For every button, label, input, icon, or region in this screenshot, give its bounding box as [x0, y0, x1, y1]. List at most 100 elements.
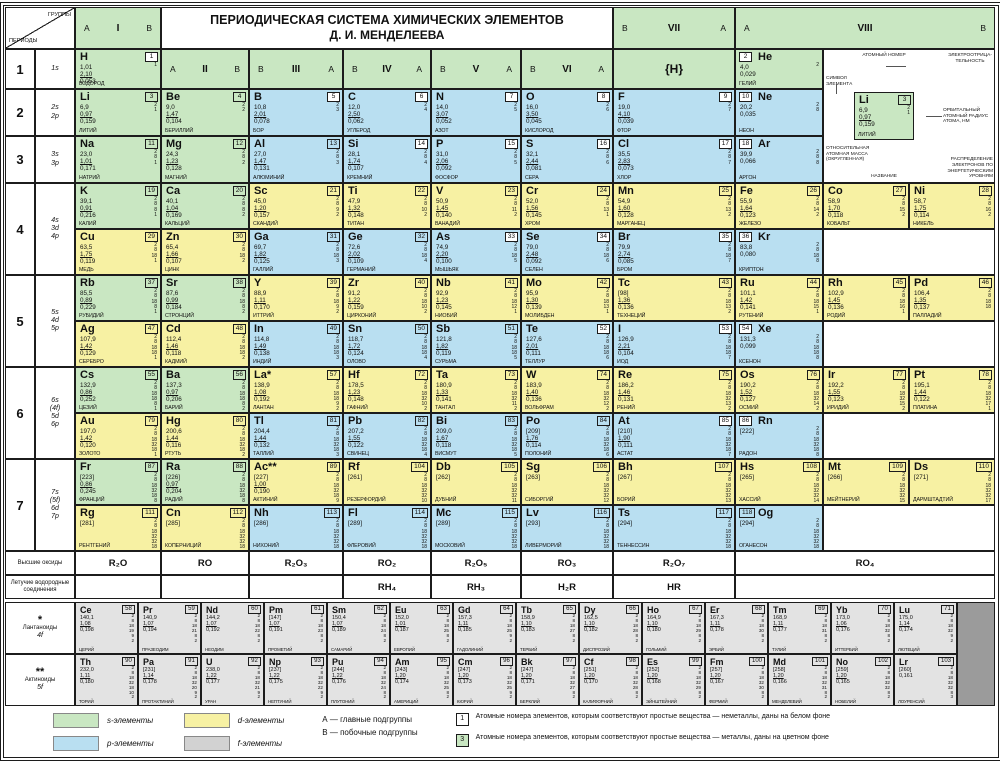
atomic-mass: 27,0	[254, 151, 267, 158]
element-Cf: Cf 98 [251] 1,20 0,170 2 8 18 32 28 8 2 КАЛИФОРНИЙ	[579, 654, 642, 706]
element-symbol: Os	[740, 369, 755, 381]
element-symbol: Br	[618, 231, 631, 243]
atomic-mass: 54,9	[618, 198, 631, 205]
atomic-mass: 88,9	[254, 290, 267, 297]
electronegativity: 1,00	[254, 481, 267, 489]
element-symbol: Eu	[395, 605, 407, 615]
element-Ta: Ta 73 180,9 1,33 0,141 2 8 18 32 11 2 ТАНТАЛ	[431, 367, 521, 413]
atomic-number: 85	[718, 416, 732, 426]
group-header-IV: В IV А	[343, 49, 431, 89]
atomic-mass: 137,3	[166, 382, 182, 389]
electron-shells: 28183232181	[151, 518, 157, 551]
element-values: 45,0 1,20 0,157	[254, 198, 270, 220]
element-symbol: Fe	[740, 185, 753, 197]
electron-shells: 28183232182	[239, 518, 245, 551]
higher-oxides-label: Высшие оксиды	[5, 551, 75, 575]
electronegativity: 1,46	[166, 343, 179, 351]
electron-shells: 2 8 18 15 1	[813, 288, 819, 316]
element-symbol: Ds	[914, 461, 929, 473]
element-symbol: Mg	[166, 138, 182, 150]
atomic-mass: [259]	[836, 667, 849, 673]
atomic-mass: 92,9	[436, 290, 449, 297]
subgroup-letter: А	[720, 23, 726, 33]
electron-shells: 28183232152	[899, 472, 905, 505]
electronegativity: 1,36	[618, 297, 631, 305]
orbital-radius: 0,131	[254, 165, 270, 173]
element-symbol: Ni	[914, 185, 925, 197]
element-name: КСЕНОН	[739, 359, 761, 365]
electron-shells: 2 8 18 21 8 2	[191, 613, 197, 643]
atomic-number: 63	[437, 605, 450, 614]
electronegativity: 1,22	[332, 673, 343, 680]
period-orbitals-2: 2s 2p	[35, 89, 75, 136]
element-name: ИНДИЙ	[253, 359, 272, 365]
atomic-number: 109	[889, 462, 906, 472]
element-Rg: Rg 111 [281] 28183232181 РЕНТГЕНИЙ	[75, 505, 161, 551]
orbital-radius: 0,099	[740, 343, 756, 351]
atomic-number: 5	[327, 92, 340, 102]
atomic-number: 31	[326, 232, 340, 242]
orbital-radius: 0,171	[521, 679, 535, 686]
orbital-radius: 0,167	[710, 679, 724, 686]
element-name: ЖЕЛЕЗО	[739, 221, 761, 227]
hydride-formula-g4: RH₄	[343, 575, 431, 599]
atomic-mass: 138,9	[254, 382, 270, 389]
orbital-radius: 0,190	[254, 488, 270, 496]
oxide-formula-g5: R₂O₅	[431, 551, 521, 575]
electronegativity: 1,33	[436, 389, 449, 397]
electronegativity: 1,10	[647, 621, 658, 628]
electronegativity: 3,50	[526, 111, 539, 119]
atomic-number: 80	[232, 416, 246, 426]
electronegativity: 1,44	[254, 435, 267, 443]
element-name: БРОМ	[617, 267, 633, 273]
gray-strip	[957, 602, 995, 706]
atomic-mass: [263]	[526, 474, 541, 481]
element-Sr: Sr 38 87,6 0,99 0,184 2 8 18 8 2 СТРОНЦИЙ	[161, 275, 249, 321]
group-roman: I	[116, 22, 120, 34]
element-symbol: U	[206, 657, 213, 667]
electron-shells: 2 8 18 32 27 8 2	[569, 665, 575, 700]
p-color-swatch	[53, 736, 99, 751]
orbital-radius: 0,182	[584, 627, 598, 634]
element-values: 39,9 0,066	[740, 151, 756, 165]
empty-cell	[823, 229, 995, 275]
atomic-number: 57	[326, 370, 340, 380]
element-name: РОДИЙ	[827, 313, 846, 319]
electron-shells: 2 8 18 32 10 2	[421, 380, 427, 413]
electronegativity: 1,72	[348, 343, 361, 351]
orbital-label: 5d	[51, 413, 59, 420]
element-values: [226] 0,97 0,204	[166, 474, 182, 496]
electronegativity: 1,14	[143, 673, 154, 680]
hydrides-label: Летучие водородные соединения	[5, 575, 75, 599]
f-block-name: Актиноиды	[24, 677, 56, 683]
element-values: 186,2 1,46 0,131	[618, 382, 634, 404]
element-Cd: Cd 48 112,4 1,46 0,118 2 8 18 18 2 КАДМИЙ	[161, 321, 249, 367]
atomic-mass: 131,3	[740, 336, 756, 343]
electron-shells: 2 8 18 32 18 6	[603, 426, 609, 459]
orbital-radius: 0,206	[166, 396, 182, 404]
atomic-number: 46	[978, 278, 992, 288]
nonmetal-note-text: Атомные номера элементов, которым соотве…	[475, 713, 831, 720]
element-values: 200,6 1,44 0,116	[166, 428, 182, 450]
element-values: 91,2 1,22 0,159	[348, 290, 364, 312]
element-Fl: Fl 114 [289] 28183232184 ФЛЕРОВИЙ	[343, 505, 431, 551]
hydride-formula-g1	[75, 575, 161, 599]
element-values: 92,9 1,23 0,145	[436, 290, 452, 312]
atomic-mass: 95,9	[526, 290, 539, 297]
element-name: ХРОМ	[525, 221, 541, 227]
key-name-label: НАЗВАНИЕ	[871, 174, 897, 180]
atomic-mass: 24,3	[166, 151, 179, 158]
element-Xe: Xe 54 131,3 0,099 2 8 18 18 8 КСЕНОН	[735, 321, 823, 367]
atomic-mass: 87,6	[166, 290, 179, 297]
atomic-number: 40	[414, 278, 428, 288]
element-values: 178,5 1,23 0,148	[348, 382, 364, 404]
element-symbol: Cd	[166, 323, 181, 335]
orbital-label: 4p	[51, 233, 59, 241]
element-symbol: Yb	[836, 605, 848, 615]
element-values: 83,8 0,080	[740, 244, 756, 258]
atomic-number: 20	[232, 186, 246, 196]
atomic-mass: 20,2	[740, 104, 753, 111]
orbital-label: (4f)	[49, 404, 61, 412]
